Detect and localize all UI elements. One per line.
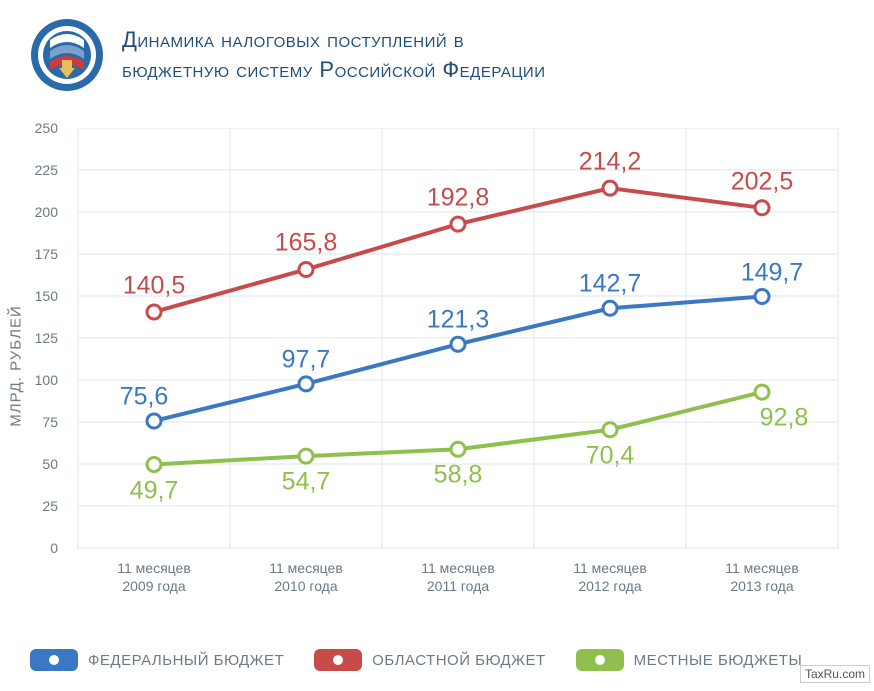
value-label: 165,8 [275,229,338,258]
legend-swatch-icon [576,649,624,671]
title-line-1: Динамика налоговых поступлений в [122,27,464,52]
value-label: 149,7 [741,258,804,287]
legend-item: МЕСТНЫЕ БЮДЖЕТЫ [576,649,803,671]
value-label: 97,7 [282,345,331,374]
legend-item: ОБЛАСТНОЙ БЮДЖЕТ [314,649,546,671]
value-label: 75,6 [120,382,169,411]
watermark: TaxRu.com [800,665,870,683]
legend-swatch-icon [314,649,362,671]
y-tick: 175 [35,246,58,262]
y-tick: 50 [42,456,58,472]
legend: ФЕДЕРАЛЬНЫЙ БЮДЖЕТ ОБЛАСТНОЙ БЮДЖЕТ МЕСТНЫ… [30,649,850,671]
value-label: 140,5 [123,271,186,300]
x-tick: 11 месяцев2010 года [236,560,376,595]
value-label: 192,8 [427,184,490,213]
header: Динамика налоговых поступлений в бюджетн… [0,0,874,102]
y-tick: 200 [35,204,58,220]
y-tick: 100 [35,372,58,388]
value-label: 49,7 [130,476,179,505]
legend-item: ФЕДЕРАЛЬНЫЙ БЮДЖЕТ [30,649,284,671]
value-label: 70,4 [586,441,635,470]
legend-swatch-icon [30,649,78,671]
y-tick: 75 [42,414,58,430]
value-label: 92,8 [760,404,809,433]
x-tick: 11 месяцев2011 года [388,560,528,595]
chart-area: МЛРД. РУБЛЕЙ 025507510012515017520022525… [30,128,850,603]
y-tick: 125 [35,330,58,346]
page-title: Динамика налоговых поступлений в бюджетн… [122,25,546,84]
y-tick: 25 [42,498,58,514]
y-tick: 150 [35,288,58,304]
value-label: 202,5 [731,167,794,196]
legend-label: МЕСТНЫЕ БЮДЖЕТЫ [634,652,803,669]
y-tick: 250 [35,120,58,136]
y-tick: 225 [35,162,58,178]
y-tick: 0 [50,540,58,556]
value-label: 142,7 [579,270,642,299]
x-tick: 11 месяцев2012 года [540,560,680,595]
value-label: 214,2 [579,148,642,177]
title-line-2: бюджетную систему Российской Федерации [122,57,546,82]
x-tick: 11 месяцев2009 года [84,560,224,595]
value-label: 54,7 [282,468,331,497]
fns-logo-icon [30,18,104,92]
value-label: 58,8 [434,461,483,490]
value-label: 121,3 [427,306,490,335]
y-axis-label: МЛРД. РУБЛЕЙ [8,305,25,427]
legend-label: ОБЛАСТНОЙ БЮДЖЕТ [372,652,546,669]
x-tick: 11 месяцев2013 года [692,560,832,595]
legend-label: ФЕДЕРАЛЬНЫЙ БЮДЖЕТ [88,652,284,669]
